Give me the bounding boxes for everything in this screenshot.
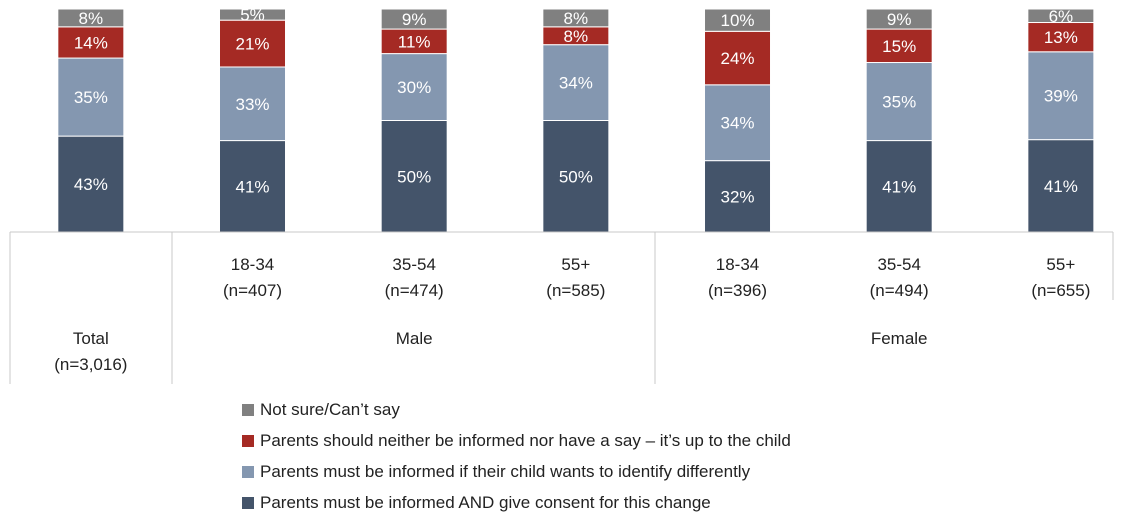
bar-segment-not-sure-0 xyxy=(57,8,125,28)
legend-label-up-to-child: Parents should neither be informed nor h… xyxy=(260,430,791,450)
bar-segment-informed-3 xyxy=(542,44,610,121)
data-label-informed-4: 34% xyxy=(720,114,754,133)
x-tick-label-2-0: 35-54 xyxy=(392,255,435,274)
stacked-bar-chart: 43% 35% 14% 8% 41% 33% 21% 5% 50% 30% 11% 9% 50% 34% 8… xyxy=(9,6,1114,384)
data-label-not-sure-3: 8% xyxy=(564,9,589,28)
data-label-up-to-child-3: 8% xyxy=(564,27,589,46)
legend-swatch-not-sure xyxy=(242,403,254,416)
bar-segment-informed-4 xyxy=(704,84,772,162)
x-tick-label-0-1: (n=3,016) xyxy=(54,355,127,374)
x-tick-label-3-1: (n=585) xyxy=(546,281,605,300)
x-tick-label-5-1: (n=494) xyxy=(870,281,929,300)
bar-segment-not-sure-4 xyxy=(704,8,772,32)
data-label-not-sure-4: 10% xyxy=(720,11,754,30)
group-label-female: Female xyxy=(871,329,928,348)
bar-segment-up-to-child-2 xyxy=(380,28,448,55)
legend-label-consent: Parents must be informed AND give consen… xyxy=(260,492,711,512)
bar-segment-not-sure-6 xyxy=(1027,8,1095,24)
bar-segment-informed-0 xyxy=(57,57,125,137)
legend-item-not-sure: Not sure/Can’t say xyxy=(242,394,791,425)
data-label-informed-1: 33% xyxy=(235,95,269,114)
data-label-up-to-child-6: 13% xyxy=(1044,28,1078,47)
data-label-informed-6: 39% xyxy=(1044,87,1078,106)
data-label-up-to-child-1: 21% xyxy=(235,35,269,54)
bar-segment-not-sure-2 xyxy=(380,8,448,30)
data-label-consent-4: 32% xyxy=(720,187,754,206)
data-label-not-sure-6: 6% xyxy=(1049,7,1074,26)
bar-segment-consent-2 xyxy=(380,120,448,233)
legend-swatch-up-to-child xyxy=(242,434,254,447)
legend-swatch-informed xyxy=(242,465,254,478)
bar-segment-up-to-child-6 xyxy=(1027,22,1095,53)
data-label-informed-5: 35% xyxy=(882,93,916,112)
x-tick-label-5-0: 35-54 xyxy=(877,255,920,274)
legend: Not sure/Can’t say Parents should neithe… xyxy=(242,394,791,518)
data-label-consent-1: 41% xyxy=(235,177,269,196)
data-label-informed-0: 35% xyxy=(74,88,108,107)
data-label-up-to-child-2: 11% xyxy=(398,32,431,51)
data-label-not-sure-2: 9% xyxy=(402,10,427,29)
bar-segment-not-sure-5 xyxy=(865,8,933,30)
data-label-consent-5: 41% xyxy=(882,177,916,196)
bar-segment-consent-5 xyxy=(865,140,933,233)
bar-segment-up-to-child-4 xyxy=(704,30,772,86)
data-label-consent-6: 41% xyxy=(1044,177,1078,196)
x-tick-label-4-1: (n=396) xyxy=(708,281,767,300)
bar-segment-consent-0 xyxy=(57,135,125,233)
legend-label-informed: Parents must be informed if their child … xyxy=(260,461,751,481)
x-tick-label-6-1: (n=655) xyxy=(1031,281,1090,300)
x-tick-label-4-0: 18-34 xyxy=(716,255,759,274)
legend-item-consent: Parents must be informed AND give consen… xyxy=(242,487,791,518)
x-tick-label-1-0: 18-34 xyxy=(231,255,274,274)
legend-swatch-consent xyxy=(242,496,254,509)
bar-segment-informed-6 xyxy=(1027,51,1095,141)
x-tick-label-1-1: (n=407) xyxy=(223,281,282,300)
data-label-informed-3: 34% xyxy=(559,74,593,93)
bar-segment-informed-1 xyxy=(219,66,287,142)
x-tick-label-0-0: Total xyxy=(73,329,109,348)
x-tick-label-2-1: (n=474) xyxy=(385,281,444,300)
x-tick-label-6-0: 55+ xyxy=(1046,255,1075,274)
data-label-not-sure-1: 5% xyxy=(240,6,265,25)
data-label-consent-2: 50% xyxy=(397,167,431,186)
data-label-consent-0: 43% xyxy=(74,175,108,194)
data-label-up-to-child-4: 24% xyxy=(720,49,754,68)
data-label-informed-2: 30% xyxy=(397,78,431,97)
data-label-up-to-child-0: 14% xyxy=(74,33,108,52)
data-label-not-sure-0: 8% xyxy=(79,9,104,28)
legend-item-up-to-child: Parents should neither be informed nor h… xyxy=(242,425,791,456)
x-tick-label-3-0: 55+ xyxy=(561,255,590,274)
data-label-not-sure-5: 9% xyxy=(887,10,912,29)
data-label-consent-3: 50% xyxy=(559,167,593,186)
bar-segment-not-sure-1 xyxy=(219,8,287,21)
bar-segment-not-sure-3 xyxy=(542,8,610,28)
bar-segment-consent-4 xyxy=(704,160,772,233)
bar-segment-up-to-child-5 xyxy=(865,28,933,64)
legend-item-informed: Parents must be informed if their child … xyxy=(242,456,791,487)
legend-label-not-sure: Not sure/Can’t say xyxy=(260,399,400,419)
data-label-up-to-child-5: 15% xyxy=(882,37,916,56)
bar-segment-consent-6 xyxy=(1027,139,1095,233)
group-label-male: Male xyxy=(396,329,433,348)
bar-segment-up-to-child-1 xyxy=(219,19,287,68)
bar-segment-informed-5 xyxy=(865,62,933,142)
